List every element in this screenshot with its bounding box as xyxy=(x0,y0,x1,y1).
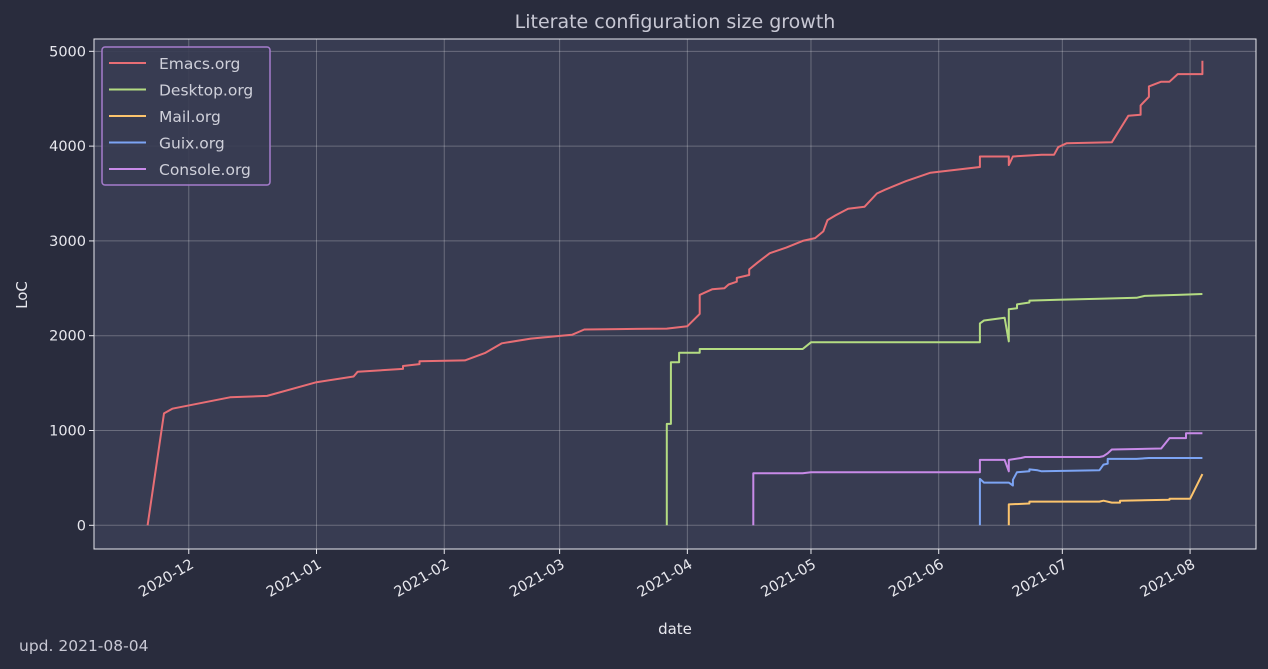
y-tick-label: 1000 xyxy=(49,424,86,440)
y-tick-label: 4000 xyxy=(49,139,86,155)
legend-label: Desktop.org xyxy=(159,82,253,100)
x-axis: 2020-12 2021-01 2021-02 2021-03 2021-04 2021-… xyxy=(136,549,1198,601)
x-tick-label: 2021-01 xyxy=(264,557,324,601)
plot-frame xyxy=(93,38,1257,550)
chart-title: Literate configuration size growth xyxy=(515,11,836,33)
y-tick-label: 3000 xyxy=(49,234,86,250)
x-tick-label: 2021-07 xyxy=(1010,557,1070,601)
series-line-emacs-org xyxy=(146,60,1204,526)
x-tick-label: 2021-04 xyxy=(635,557,695,601)
y-tick-label: 5000 xyxy=(49,44,86,60)
y-tick-label: 2000 xyxy=(49,329,86,345)
plot-area xyxy=(94,39,1256,549)
y-axis: 0 1000 2000 3000 4000 5000 xyxy=(49,44,94,534)
x-tick-label: 2021-03 xyxy=(507,557,567,601)
x-tick-label: 2021-05 xyxy=(759,557,819,601)
series-line-console-org xyxy=(752,432,1203,526)
x-tick-label: 2021-06 xyxy=(886,557,946,601)
series-line-mail-org xyxy=(1007,473,1204,526)
updated-note: upd. 2021-08-04 xyxy=(19,637,149,655)
legend-label: Mail.org xyxy=(159,108,221,126)
y-tick-label: 0 xyxy=(77,518,86,534)
x-tick-label: 2021-02 xyxy=(392,557,452,601)
x-tick-label: 2020-12 xyxy=(136,557,196,601)
legend: Emacs.org Desktop.org Mail.org Guix.org Cons… xyxy=(101,46,271,186)
legend-label: Console.org xyxy=(159,161,251,179)
legend-label: Guix.org xyxy=(159,135,225,153)
legend-label: Emacs.org xyxy=(159,55,240,73)
series-line-guix-org xyxy=(978,457,1203,526)
x-axis-label: date xyxy=(658,620,692,638)
grid xyxy=(94,39,1256,549)
y-axis-label: LoC xyxy=(13,281,31,309)
series-lines xyxy=(146,60,1204,526)
legend-box xyxy=(101,46,271,186)
series-line-desktop-org xyxy=(665,293,1203,526)
x-tick-label: 2021-08 xyxy=(1138,557,1198,601)
